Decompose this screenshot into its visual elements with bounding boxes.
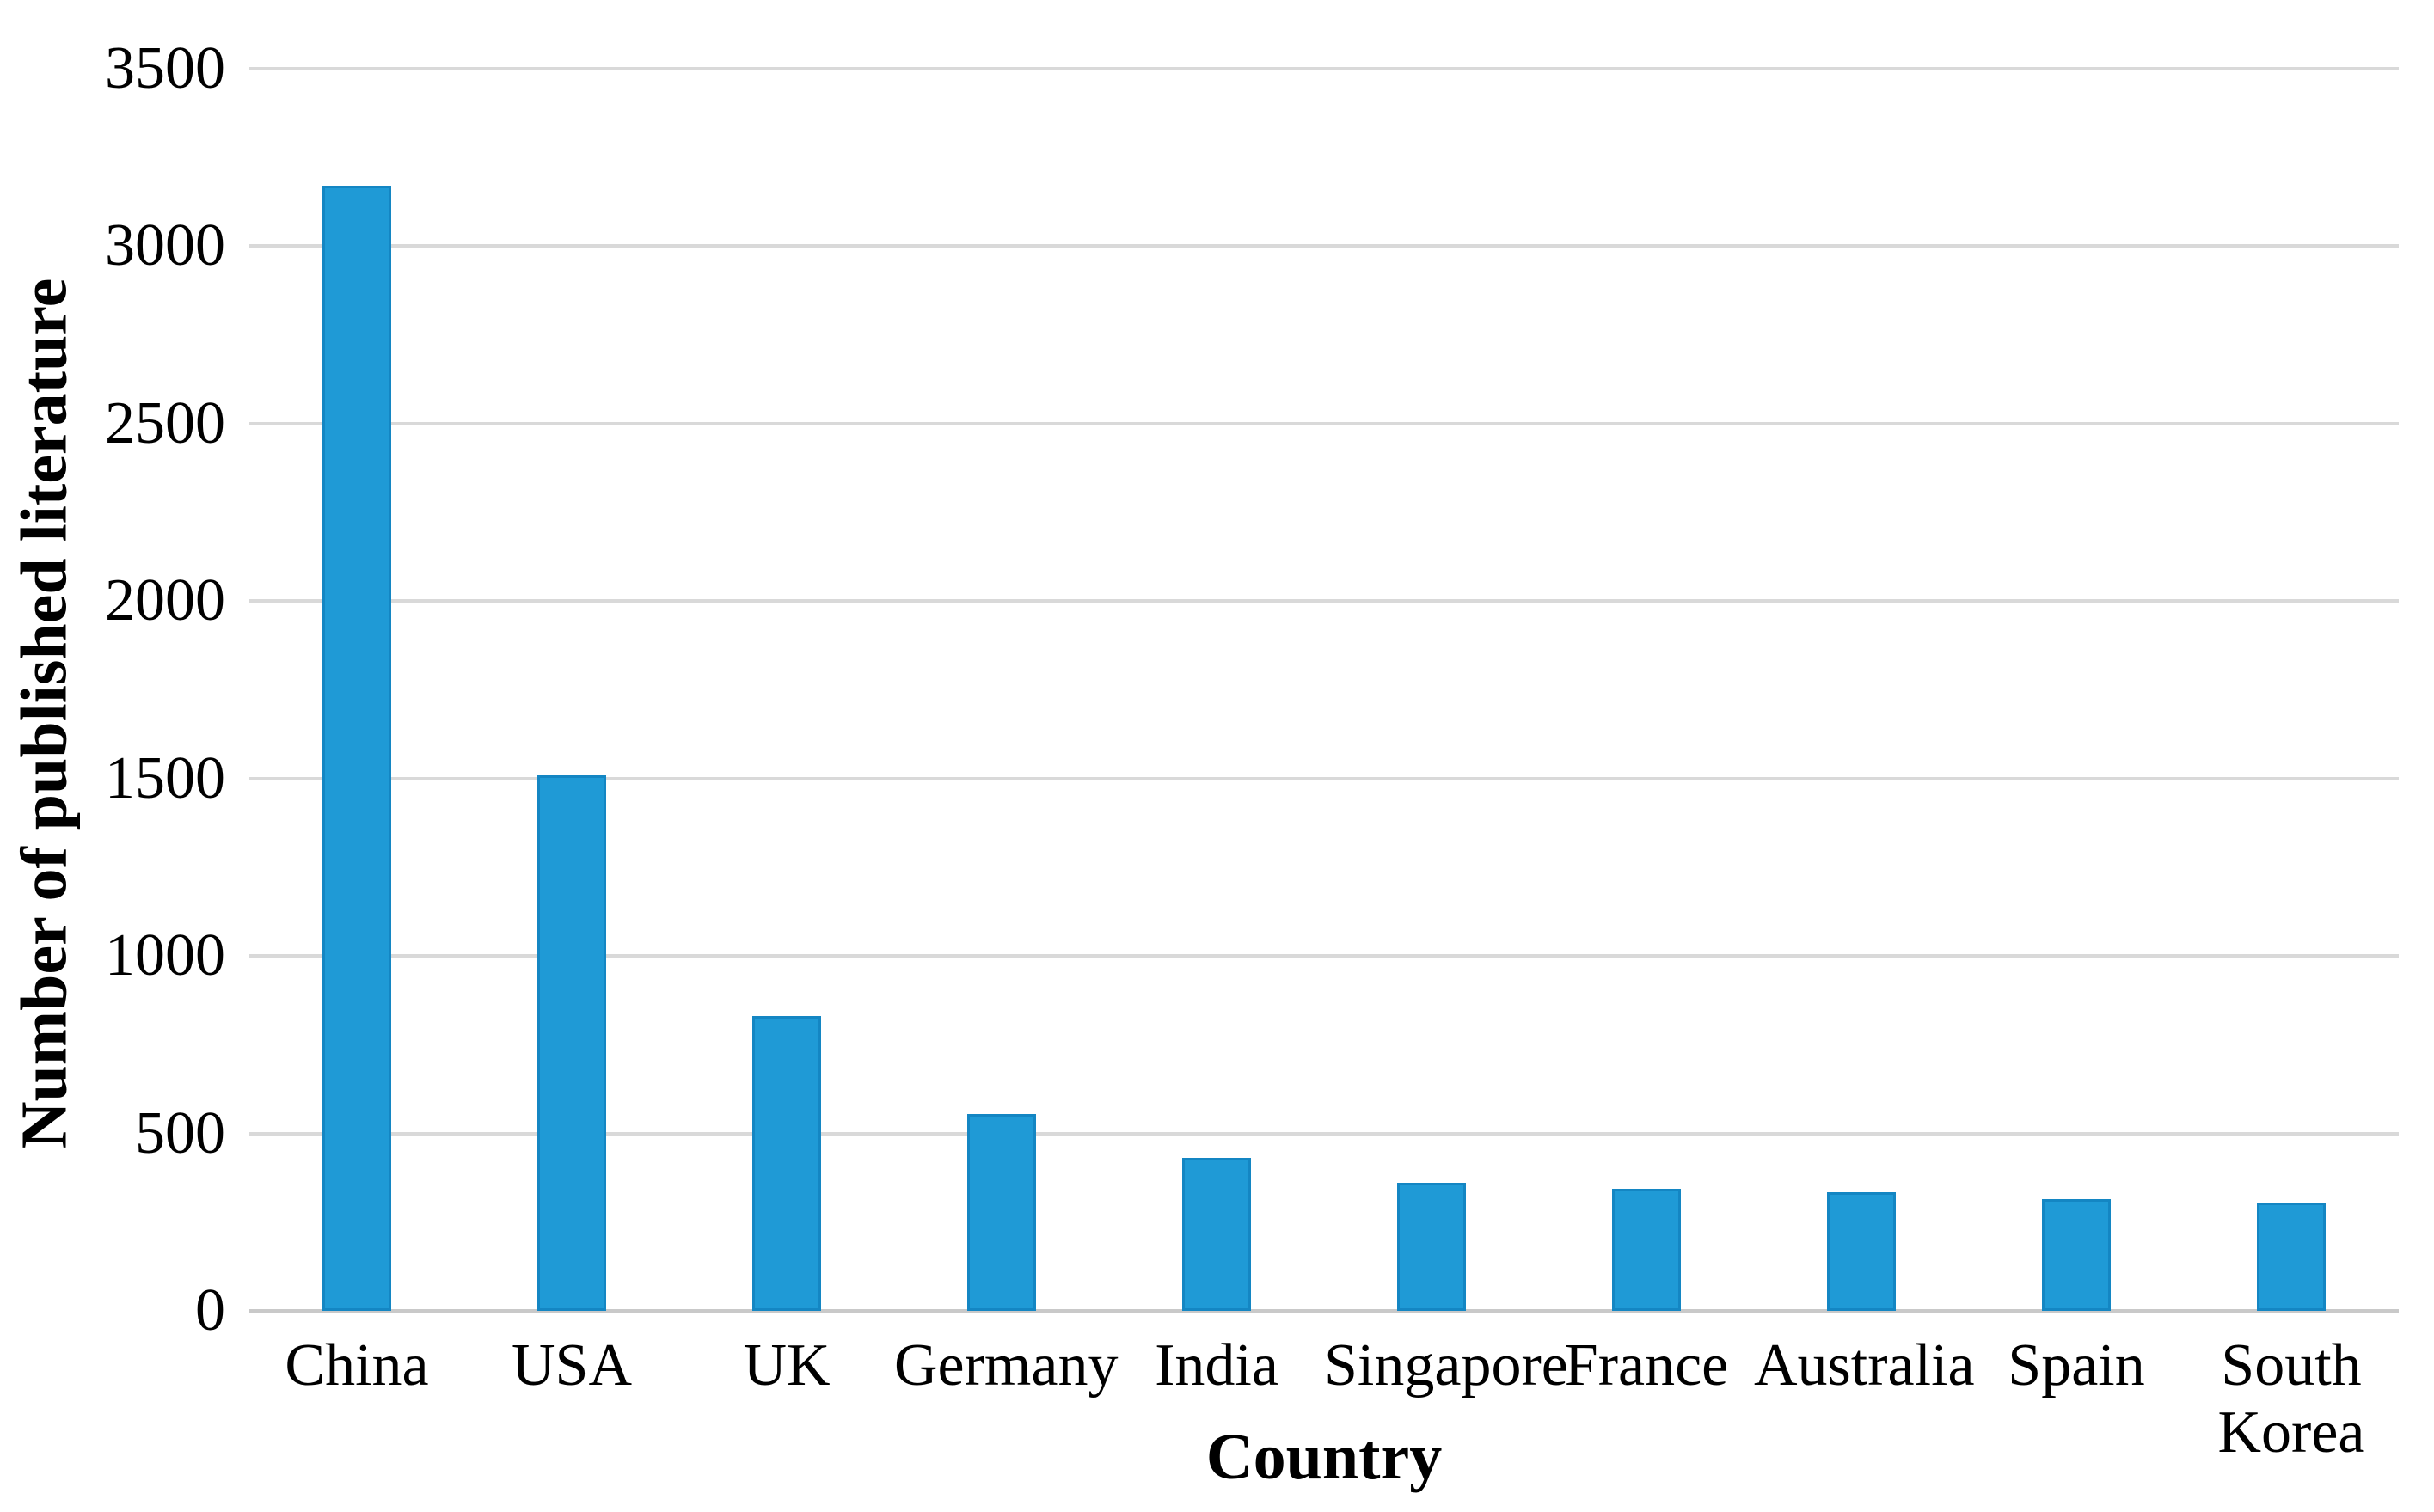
- bar-uk: [752, 1016, 821, 1311]
- x-category-label: Spain: [2008, 1332, 2145, 1399]
- gridline: [249, 67, 2399, 70]
- y-tick-label: 500: [135, 1099, 225, 1166]
- bar-spain: [2042, 1198, 2111, 1311]
- bar-china: [322, 186, 391, 1311]
- gridline: [249, 244, 2399, 248]
- x-category-label: Australia: [1754, 1332, 1975, 1399]
- baseline-gridline: [249, 1309, 2399, 1313]
- y-tick-label: 3000: [105, 212, 225, 279]
- x-category-label: South Korea: [2217, 1332, 2365, 1466]
- plot-area: [249, 67, 2399, 1313]
- bar-germany: [967, 1113, 1036, 1311]
- gridline: [249, 954, 2399, 958]
- gridline: [249, 1131, 2399, 1136]
- x-category-label: Singapore: [1324, 1332, 1568, 1399]
- x-category-label: France: [1564, 1332, 1729, 1399]
- bar-south-korea: [2257, 1203, 2326, 1311]
- bar-singapore: [1397, 1183, 1466, 1311]
- gridline: [249, 599, 2399, 603]
- bar-france: [1612, 1188, 1681, 1311]
- y-tick-label: 0: [195, 1277, 225, 1344]
- y-tick-label: 2000: [105, 567, 225, 634]
- x-category-label: China: [285, 1332, 429, 1399]
- bar-australia: [1827, 1191, 1896, 1311]
- x-category-label: India: [1155, 1332, 1278, 1399]
- y-tick-label: 2500: [105, 389, 225, 456]
- y-tick-label: 1500: [105, 744, 225, 811]
- y-tick-label: 3500: [105, 35, 225, 101]
- x-category-label: USA: [511, 1332, 633, 1399]
- x-category-label: Germany: [894, 1332, 1119, 1399]
- gridline: [249, 776, 2399, 780]
- bar-usa: [537, 774, 606, 1311]
- y-tick-label: 1000: [105, 922, 225, 989]
- gridline: [249, 421, 2399, 425]
- x-axis-title: Country: [1205, 1421, 1443, 1493]
- x-category-label: UK: [743, 1332, 831, 1399]
- bar-india: [1182, 1158, 1251, 1311]
